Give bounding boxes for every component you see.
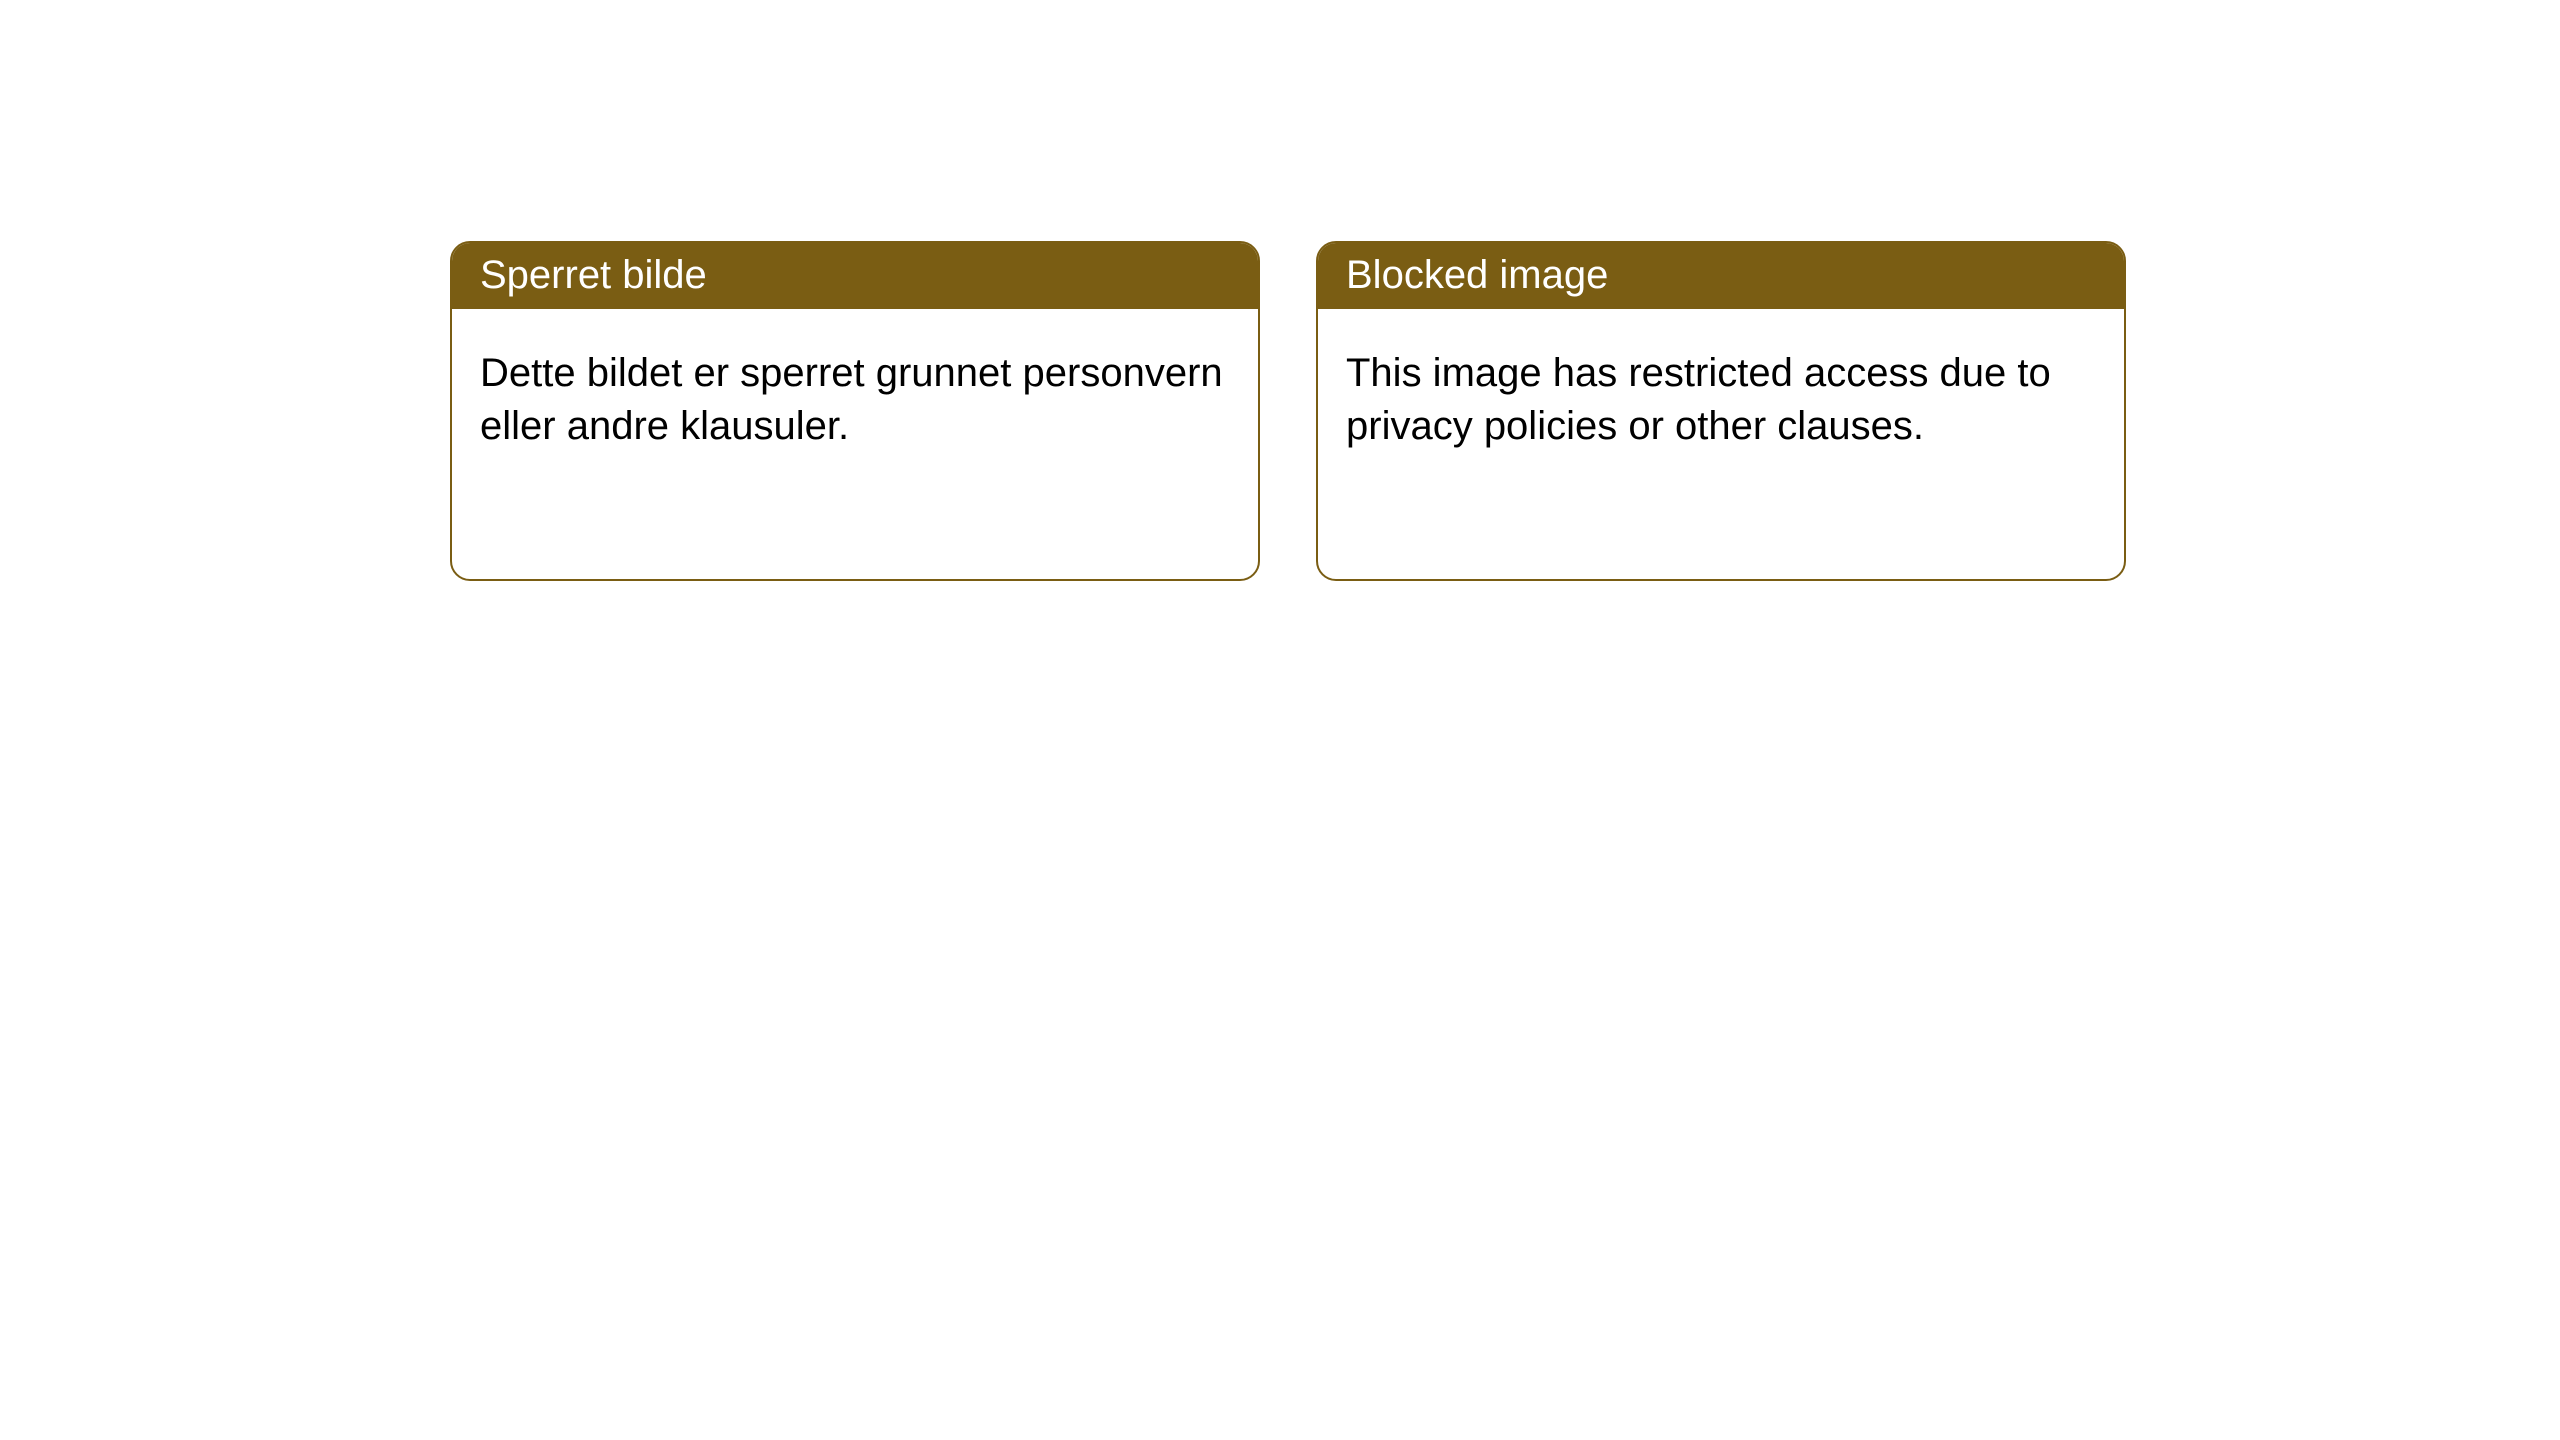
notice-cards-container: Sperret bilde Dette bildet er sperret gr… (0, 0, 2560, 581)
notice-card-norwegian: Sperret bilde Dette bildet er sperret gr… (450, 241, 1260, 581)
card-body: This image has restricted access due to … (1318, 309, 2124, 481)
card-header: Sperret bilde (452, 243, 1258, 309)
card-header: Blocked image (1318, 243, 2124, 309)
notice-card-english: Blocked image This image has restricted … (1316, 241, 2126, 581)
card-body: Dette bildet er sperret grunnet personve… (452, 309, 1258, 481)
